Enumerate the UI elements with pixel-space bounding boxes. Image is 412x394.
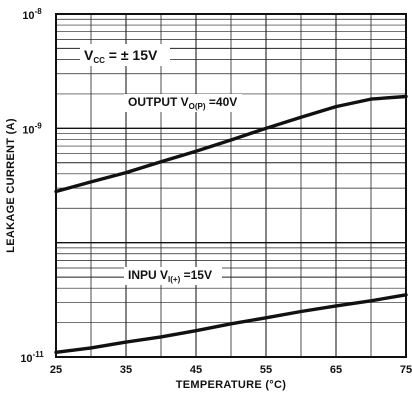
x-tick-label: 55 xyxy=(260,364,272,376)
x-tick-label: 25 xyxy=(50,364,62,376)
y-tick-label: 10-11 xyxy=(20,350,44,365)
y-tick-label: 10-9 xyxy=(22,121,42,136)
series-line-output xyxy=(54,94,408,194)
grid xyxy=(55,14,407,358)
plot-frame xyxy=(55,13,407,358)
x-tick-label: 65 xyxy=(330,364,342,376)
annotation-vcc: VCC = ± 15V xyxy=(84,47,158,65)
y-axis-label: LEAKAGE CURRENT (A) xyxy=(5,118,17,253)
annotation-input: INPU VI(+) =15V xyxy=(128,268,212,284)
annotation-background xyxy=(124,267,222,285)
series-line-input xyxy=(54,293,408,354)
x-tick-label: 75 xyxy=(400,364,412,376)
series-layer xyxy=(54,94,408,354)
annotation-output: OUTPUT VO(P) =40V xyxy=(128,95,237,111)
annotation-background xyxy=(80,44,170,66)
annotation-background xyxy=(124,94,242,112)
y-tick-label: 10-8 xyxy=(22,7,42,22)
x-axis-label: TEMPERATURE (°C) xyxy=(176,379,286,391)
x-tick-label: 45 xyxy=(190,364,202,376)
x-tick-labels: 25 35 45 55 65 75 xyxy=(50,364,412,376)
y-tick-labels: 10-8 10-9 10-11 xyxy=(20,7,44,365)
x-tick-label: 35 xyxy=(120,364,132,376)
annotations: VCC = ± 15V OUTPUT VO(P) =40V INPU VI(+) =… xyxy=(80,44,242,285)
